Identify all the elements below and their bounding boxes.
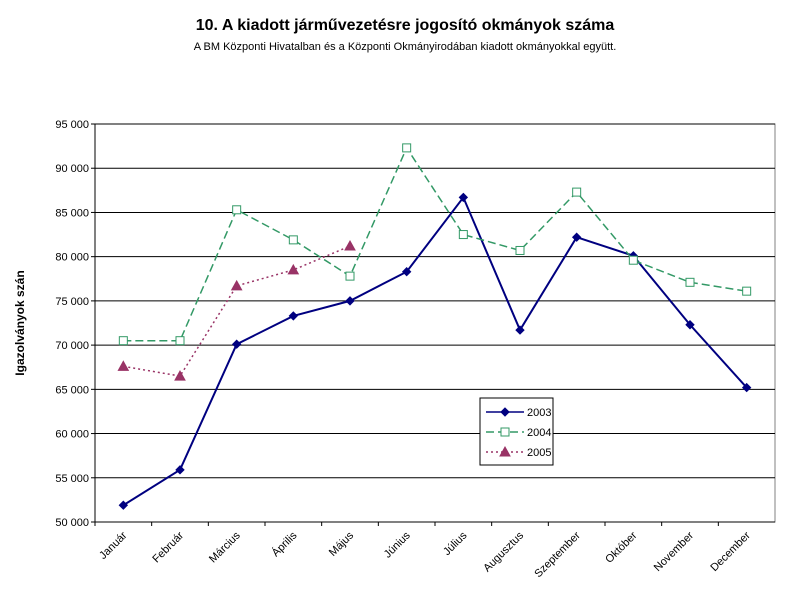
marker xyxy=(118,336,128,346)
x-tick-label: December xyxy=(708,529,753,574)
legend-label: 2003 xyxy=(527,407,551,419)
marker xyxy=(345,271,355,281)
marker xyxy=(117,360,130,371)
x-tick-label: Február xyxy=(150,529,186,565)
marker xyxy=(685,320,695,330)
marker xyxy=(118,500,129,510)
y-tick-label: 60 000 xyxy=(55,429,89,441)
marker xyxy=(628,255,638,265)
marker xyxy=(685,277,695,287)
marker xyxy=(230,279,243,291)
marker xyxy=(458,230,468,240)
marker xyxy=(515,245,525,255)
y-tick-label: 90 000 xyxy=(55,163,89,175)
marker xyxy=(175,465,185,475)
y-tick-label: 80 000 xyxy=(55,252,89,264)
y-tick-label: 65 000 xyxy=(55,384,89,396)
x-tick-label: Szeptember xyxy=(532,529,583,580)
marker xyxy=(174,370,186,381)
x-tick-label: Június xyxy=(382,529,413,560)
x-tick-label: November xyxy=(652,529,697,574)
marker xyxy=(572,187,582,197)
marker xyxy=(288,311,299,321)
marker xyxy=(231,339,242,349)
marker xyxy=(571,232,582,242)
x-tick-label: Április xyxy=(269,529,300,560)
marker xyxy=(515,325,525,335)
x-tick-label: Augusztus xyxy=(481,529,526,574)
marker xyxy=(401,266,412,277)
y-tick-label: 50 000 xyxy=(55,517,89,529)
x-tick-label: Március xyxy=(207,529,243,565)
marker xyxy=(499,445,511,457)
marker xyxy=(402,143,412,153)
marker xyxy=(500,407,510,417)
chart-subtitle: A BM Központi Hivatalban és a Központi O… xyxy=(194,41,617,53)
marker xyxy=(288,235,298,245)
y-tick-label: 70 000 xyxy=(55,340,89,352)
y-tick-label: 85 000 xyxy=(55,207,89,219)
legend-label: 2004 xyxy=(527,427,551,439)
x-tick-label: Október xyxy=(603,529,639,565)
y-tick-label: 95 000 xyxy=(55,119,89,131)
chart-title: 10. A kiadott járművezetésre jogosító ok… xyxy=(196,17,615,34)
y-tick-label: 55 000 xyxy=(55,473,89,485)
marker xyxy=(287,263,300,275)
marker xyxy=(175,336,185,346)
legend-label: 2005 xyxy=(527,447,551,459)
y-axis-label: Igazolványok szán xyxy=(13,270,27,375)
y-tick-label: 75 000 xyxy=(55,296,89,308)
x-tick-label: Május xyxy=(327,529,357,559)
marker xyxy=(741,382,752,393)
x-tick-label: Július xyxy=(441,529,470,558)
marker xyxy=(345,296,355,306)
x-tick-label: Január xyxy=(97,529,130,562)
series-line xyxy=(123,146,747,342)
marker xyxy=(500,427,510,437)
marker xyxy=(232,205,242,215)
plot-area xyxy=(94,123,776,523)
series-line xyxy=(122,195,748,507)
marker xyxy=(458,192,469,203)
marker xyxy=(344,240,356,251)
marker xyxy=(742,286,752,296)
